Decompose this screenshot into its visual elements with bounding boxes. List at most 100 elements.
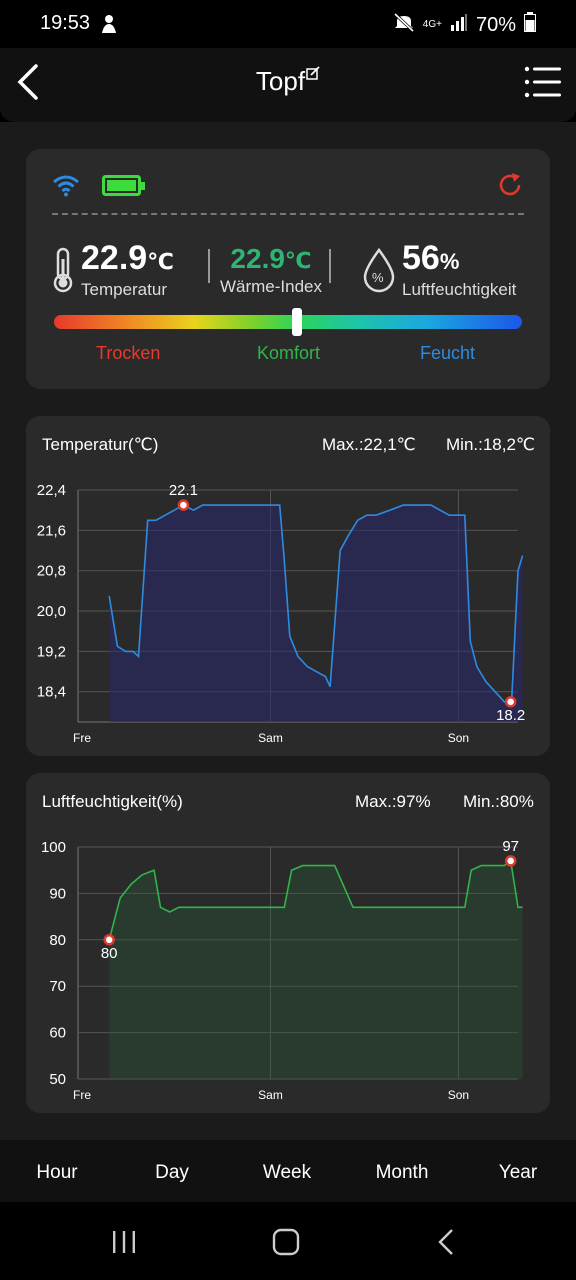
humidity-metric: 56% Luftfeuchtigkeit — [402, 239, 516, 300]
wifi-icon — [53, 175, 79, 197]
heat-index-unit: ℃ — [284, 248, 312, 273]
tab-month[interactable]: Month — [375, 1162, 429, 1183]
y-tick-label: 19,2 — [37, 643, 66, 660]
chart-grid — [77, 846, 518, 1080]
temperature-chart: 22,4 21,6 20,8 20,0 19,2 18,4 Fre Sam Son 22.1 18.… — [37, 482, 525, 745]
person-icon — [100, 14, 118, 39]
app-header: Topf — [0, 48, 576, 122]
home-icon — [272, 1228, 300, 1256]
device-name: Topf — [255, 66, 306, 96]
zone-dry-label: Trocken — [96, 343, 161, 363]
x-tick-label: Sam — [258, 731, 283, 745]
heat-index-label: Wärme-Index — [219, 277, 323, 296]
x-tick-label: Son — [448, 1088, 469, 1102]
y-tick-label: 50 — [49, 1071, 66, 1088]
page-title[interactable]: Topf — [0, 66, 576, 97]
chart-min: Min.:18,2℃ — [446, 435, 536, 454]
zone-humid-label: Feucht — [420, 343, 476, 363]
marker-first — [177, 499, 190, 511]
refresh-icon — [499, 173, 521, 196]
droplet-percent-symbol: % — [372, 270, 384, 285]
x-tick-label: Fre — [73, 731, 91, 745]
marker-first — [103, 934, 115, 946]
y-tick-label: 90 — [49, 885, 66, 902]
mute-icon — [393, 12, 415, 38]
chart-title: Luftfeuchtigkeit(%) — [42, 792, 183, 811]
y-tick-label: 18,4 — [37, 684, 66, 701]
recents-icon — [113, 1231, 135, 1253]
back-nav-button[interactable] — [424, 1222, 472, 1262]
separator — [208, 249, 210, 283]
marker-second — [504, 855, 517, 867]
humidity-label: Luftfeuchtigkeit — [402, 280, 517, 299]
y-tick-label: 70 — [49, 978, 66, 995]
signal-icon — [450, 13, 468, 37]
network-type: 4G+ — [422, 19, 442, 30]
summary-card: 22.9℃ Temperatur 22.9℃ Wärme-Index % 56%… — [26, 149, 550, 389]
y-tick-label: 20,0 — [37, 603, 66, 620]
y-tick-label: 22,4 — [37, 482, 66, 499]
humidity-value: 56 — [402, 239, 440, 277]
chart-min: Min.:80% — [463, 792, 534, 811]
heat-index-value: 22.9 — [230, 243, 285, 274]
battery-status-icon — [524, 12, 536, 38]
chevron-left-icon — [17, 64, 38, 100]
y-tick-label: 80 — [49, 932, 66, 949]
home-button[interactable] — [262, 1222, 310, 1262]
droplet-icon — [363, 247, 395, 293]
divider — [52, 213, 524, 215]
humidity-chart-card: Luftfeuchtigkeit(%) Max.:97% Min.:80% 10… — [26, 773, 550, 1113]
series-area — [109, 505, 523, 722]
recents-button[interactable] — [100, 1222, 148, 1262]
marker-second — [504, 696, 517, 708]
menu-button[interactable] — [524, 64, 562, 100]
x-tick-label: Son — [448, 731, 469, 745]
device-status-row — [52, 171, 524, 201]
page-content: 22.9℃ Temperatur 22.9℃ Wärme-Index % 56%… — [0, 122, 576, 1140]
temperature-label: Temperatur — [81, 280, 167, 299]
chart-max: Max.:97% — [355, 792, 431, 811]
gauge-indicator — [292, 308, 303, 336]
status-time: 19:53 — [40, 12, 91, 34]
series-area — [109, 860, 523, 1079]
chart-max: Max.:22,1℃ — [322, 435, 416, 454]
status-bar: 19:53 4G+ 70% — [0, 0, 576, 48]
comfort-gauge — [54, 315, 522, 329]
data-label: 97 — [502, 838, 519, 855]
data-label: 22.1 — [169, 482, 198, 499]
battery-percent: 70% — [475, 13, 516, 36]
battery-icon — [102, 175, 145, 196]
x-tick-label: Fre — [73, 1088, 91, 1102]
temperature-value: 22.9 — [81, 239, 148, 277]
refresh-button[interactable] — [496, 171, 524, 199]
series-line — [108, 859, 523, 941]
y-tick-label: 60 — [49, 1025, 66, 1042]
tab-year[interactable]: Year — [498, 1162, 538, 1183]
edit-icon — [306, 66, 320, 80]
temperature-unit: ℃ — [147, 249, 174, 274]
data-label: 80 — [101, 945, 118, 962]
x-tick-label: Sam — [258, 1088, 283, 1102]
chart-title: Temperatur(℃) — [42, 435, 159, 454]
y-tick-label: 21,6 — [37, 522, 66, 539]
range-tabs: Hour Day Week Month Year — [0, 1140, 576, 1202]
tab-hour[interactable]: Hour — [36, 1162, 78, 1183]
tab-week[interactable]: Week — [262, 1162, 312, 1183]
data-label: 18.2 — [496, 707, 525, 724]
temperature-chart-card: Temperatur(℃) Max.:22,1℃ Min.:18,2℃ 22,4… — [26, 416, 550, 756]
temperature-metric: 22.9℃ Temperatur — [81, 239, 174, 300]
list-menu-icon — [524, 66, 561, 98]
y-tick-label: 20,8 — [37, 563, 66, 580]
zone-comfort-label: Komfort — [257, 343, 321, 363]
series-line — [108, 504, 524, 703]
humidity-chart: 100 90 80 70 60 50 Fre Sam Son 80 97 — [41, 838, 523, 1102]
back-button[interactable] — [12, 60, 56, 104]
thermometer-icon — [53, 247, 73, 293]
back-nav-icon — [438, 1229, 453, 1255]
tab-day[interactable]: Day — [155, 1162, 189, 1183]
separator — [329, 249, 331, 283]
y-tick-label: 100 — [41, 839, 66, 856]
heat-index-metric: 22.9℃ Wärme-Index — [218, 243, 324, 297]
system-nav-bar — [0, 1202, 576, 1280]
humidity-unit: % — [439, 249, 460, 274]
